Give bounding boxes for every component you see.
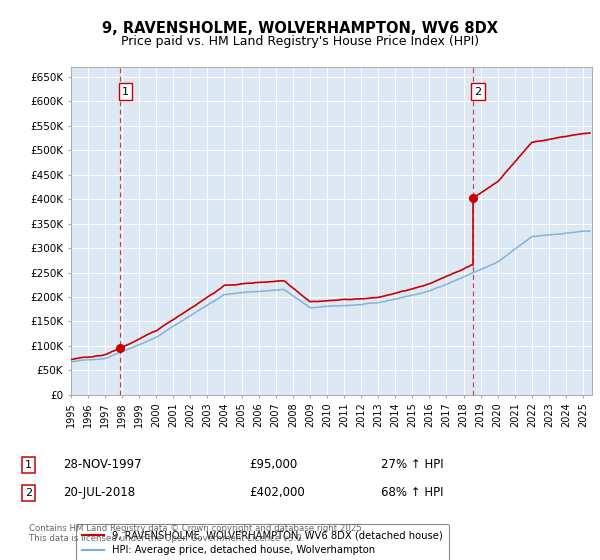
Legend: 9, RAVENSHOLME, WOLVERHAMPTON, WV6 8DX (detached house), HPI: Average price, det: 9, RAVENSHOLME, WOLVERHAMPTON, WV6 8DX (…: [76, 524, 449, 560]
Text: £95,000: £95,000: [249, 458, 297, 472]
Text: £402,000: £402,000: [249, 486, 305, 500]
Text: 20-JUL-2018: 20-JUL-2018: [63, 486, 135, 500]
Text: 1: 1: [25, 460, 32, 470]
Text: 27% ↑ HPI: 27% ↑ HPI: [381, 458, 443, 472]
Text: 2: 2: [475, 87, 482, 97]
Text: 9, RAVENSHOLME, WOLVERHAMPTON, WV6 8DX: 9, RAVENSHOLME, WOLVERHAMPTON, WV6 8DX: [102, 21, 498, 36]
Text: 1: 1: [122, 87, 129, 97]
Text: 28-NOV-1997: 28-NOV-1997: [63, 458, 142, 472]
Text: Price paid vs. HM Land Registry's House Price Index (HPI): Price paid vs. HM Land Registry's House …: [121, 35, 479, 48]
Text: 68% ↑ HPI: 68% ↑ HPI: [381, 486, 443, 500]
Text: Contains HM Land Registry data © Crown copyright and database right 2025.
This d: Contains HM Land Registry data © Crown c…: [29, 524, 364, 543]
Text: 2: 2: [25, 488, 32, 498]
